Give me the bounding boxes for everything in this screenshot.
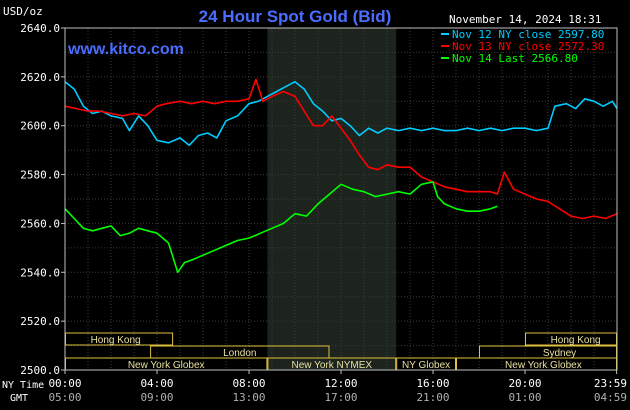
grid xyxy=(65,27,617,371)
y-tick-label: 2580.0 xyxy=(20,169,60,182)
session-label: NY Globex xyxy=(402,360,450,371)
x-tick-label-gmt: 09:00 xyxy=(140,391,173,404)
site-watermark: www.kitco.com xyxy=(67,41,184,58)
x-tick-label-gmt: 21:00 xyxy=(416,391,449,404)
highlight-band-rect xyxy=(267,28,397,370)
x-tick-label-gmt: 04:59 xyxy=(594,391,627,404)
session-label: New York Globex xyxy=(128,360,205,371)
y-tick-label: 2560.0 xyxy=(20,217,60,230)
session-label: New York NYMEX xyxy=(292,360,373,371)
y-tick-label: 2620.0 xyxy=(20,71,60,84)
legend: Nov 12 NY close 2597.80 Nov 13 NY close … xyxy=(441,28,604,65)
price-series xyxy=(64,78,618,274)
x-tick-label: 23:59 xyxy=(594,377,627,390)
x-tick-label-gmt: 01:00 xyxy=(508,391,541,404)
session-label: Hong Kong xyxy=(91,335,141,346)
x-tick-label: 16:00 xyxy=(416,377,449,390)
session-label: Hong Kong xyxy=(551,335,601,346)
gmt-label: GMT xyxy=(10,393,28,404)
x-tick-label: 00:00 xyxy=(48,377,81,390)
legend-nov14: Nov 14 Last 2566.80 xyxy=(452,52,578,65)
chart-date: November 14, 2024 18:31 xyxy=(449,13,601,26)
x-tick-label-gmt: 17:00 xyxy=(324,391,357,404)
x-tick-label: 12:00 xyxy=(324,377,357,390)
y-tick-label: 2500.0 xyxy=(20,364,60,377)
x-tick-label: 20:00 xyxy=(508,377,541,390)
series-line-0 xyxy=(64,80,618,147)
session-label: London xyxy=(223,348,256,359)
nymex-highlight-band xyxy=(267,28,397,370)
ny-time-label: NY Time xyxy=(2,380,44,391)
series-line-2 xyxy=(64,181,498,274)
trading-sessions: Hong Kong London New York Globex New York N… xyxy=(65,332,617,371)
session-label: New York Globex xyxy=(505,360,582,371)
legend-nov12: Nov 12 NY close 2597.80 xyxy=(452,28,604,41)
x-tick-label-gmt: 13:00 xyxy=(232,391,265,404)
chart-title: 24 Hour Spot Gold (Bid) xyxy=(199,7,392,26)
y-tick-label: 2600.0 xyxy=(20,120,60,133)
x-tick-label-gmt: 05:00 xyxy=(48,391,81,404)
x-tick-label: 08:00 xyxy=(232,377,265,390)
y-tick-label: 2520.0 xyxy=(20,315,60,328)
session-label: Sydney xyxy=(543,348,576,359)
series-line-1 xyxy=(64,78,618,220)
y-tick-label: 2640.0 xyxy=(20,22,60,35)
axes: 2500.0 2520.0 2540.0 2560.0 2580.0 2600.0 2620… xyxy=(20,22,627,404)
y-tick-label: 2540.0 xyxy=(20,266,60,279)
legend-nov13: Nov 13 NY close 2572.30 xyxy=(452,40,604,53)
y-axis-unit: USD/oz xyxy=(3,5,43,18)
x-tick-label: 04:00 xyxy=(140,377,173,390)
